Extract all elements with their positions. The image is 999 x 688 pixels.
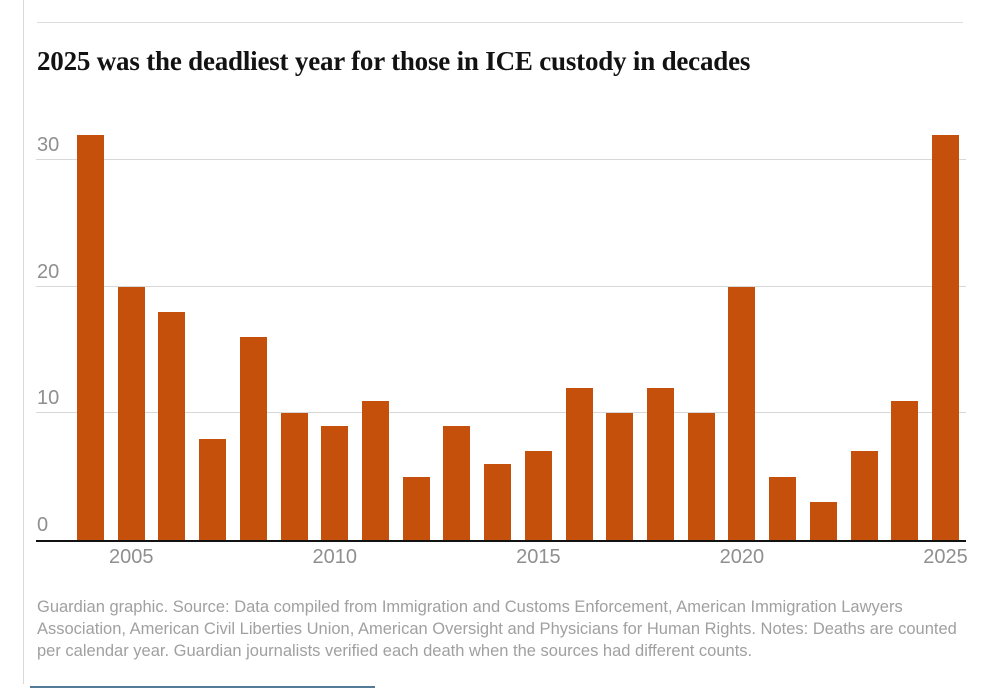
bottom-accent-rule (30, 686, 375, 688)
bar-2024 (891, 400, 919, 540)
gridline-30 (36, 159, 966, 160)
bar-2015 (524, 451, 552, 540)
bar-2006 (158, 312, 186, 540)
left-page-rule (23, 0, 24, 684)
bar-2020 (728, 286, 756, 540)
bar-2016 (565, 388, 593, 540)
y-axis-label-0: 0 (37, 514, 49, 536)
gridline-10 (36, 412, 966, 414)
bar-2011 (361, 400, 389, 540)
bar-chart: 0 10 20 30 2005 2010 2015 2020 2025 (36, 128, 968, 572)
x-axis-labels: 2005 2010 2015 2020 2025 (36, 542, 968, 572)
x-axis-label-2015: 2015 (516, 546, 561, 568)
top-hairline-rule (37, 22, 963, 23)
bar-2021 (769, 476, 797, 540)
x-axis-label-2020: 2020 (719, 546, 765, 568)
y-axis-label-30: 30 (37, 134, 60, 156)
gridline-20 (36, 285, 966, 287)
bar-2010 (321, 426, 349, 540)
bar-2019 (687, 413, 715, 540)
y-axis-label-20: 20 (37, 260, 60, 283)
bar-2004 (77, 134, 104, 540)
bar-2018 (646, 388, 674, 540)
bar-2005 (117, 286, 145, 540)
bar-2009 (280, 413, 308, 540)
graphic-container: 2025 was the deadliest year for those in… (36, 0, 968, 679)
bar-2014 (484, 464, 512, 540)
x-axis-label-2010: 2010 (312, 546, 358, 568)
bar-2012 (402, 476, 430, 540)
bar-2007 (199, 438, 227, 540)
bar-2013 (443, 426, 471, 540)
source-note: Guardian graphic. Source: Data compiled … (37, 598, 957, 660)
y-axis-label-10: 10 (37, 387, 60, 410)
bar-2008 (239, 337, 267, 540)
bar-2022 (809, 502, 837, 540)
bar-2023 (850, 451, 878, 540)
plot-area: 0 10 20 30 (36, 128, 966, 542)
bar-2017 (606, 413, 634, 540)
x-axis-label-2025: 2025 (923, 546, 968, 568)
bar-2025 (931, 134, 959, 540)
page-title: 2025 was the deadliest year for those in… (37, 46, 751, 76)
x-axis-label-2005: 2005 (108, 546, 154, 568)
